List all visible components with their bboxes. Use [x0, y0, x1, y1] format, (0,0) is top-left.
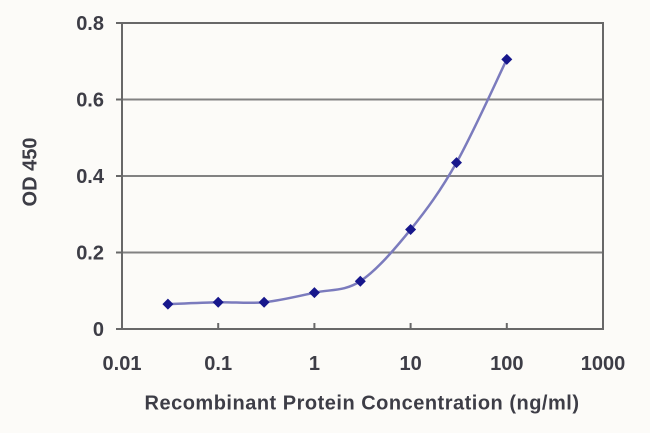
x-tick-label: 10: [399, 353, 421, 375]
x-tick-label: 100: [490, 353, 523, 375]
y-tick-label: 0.2: [76, 243, 104, 265]
data-series-line: [166, 58, 509, 306]
data-point-marker: [450, 157, 462, 169]
x-tick-label: 0.01: [103, 353, 142, 375]
data-point-marker: [308, 287, 320, 299]
y-tick-label: 0.6: [76, 90, 104, 112]
data-point-marker: [501, 53, 513, 65]
data-point-marker: [258, 296, 270, 308]
data-point-marker: [162, 298, 174, 310]
y-tick-label: 0.8: [76, 13, 104, 35]
x-tick-label: 0.1: [204, 353, 232, 375]
data-point-marker: [354, 275, 366, 287]
x-axis-title: Recombinant Protein Concentration (ng/ml…: [144, 392, 580, 415]
y-axis-title: OD 450: [19, 137, 42, 207]
x-tick-label: 1000: [581, 353, 626, 375]
data-point-marker: [405, 224, 417, 236]
y-tick-label: 0.4: [76, 166, 105, 188]
y-tick-label: 0: [93, 319, 104, 341]
x-tick-label: 1: [309, 353, 320, 375]
data-point-marker: [212, 296, 224, 308]
